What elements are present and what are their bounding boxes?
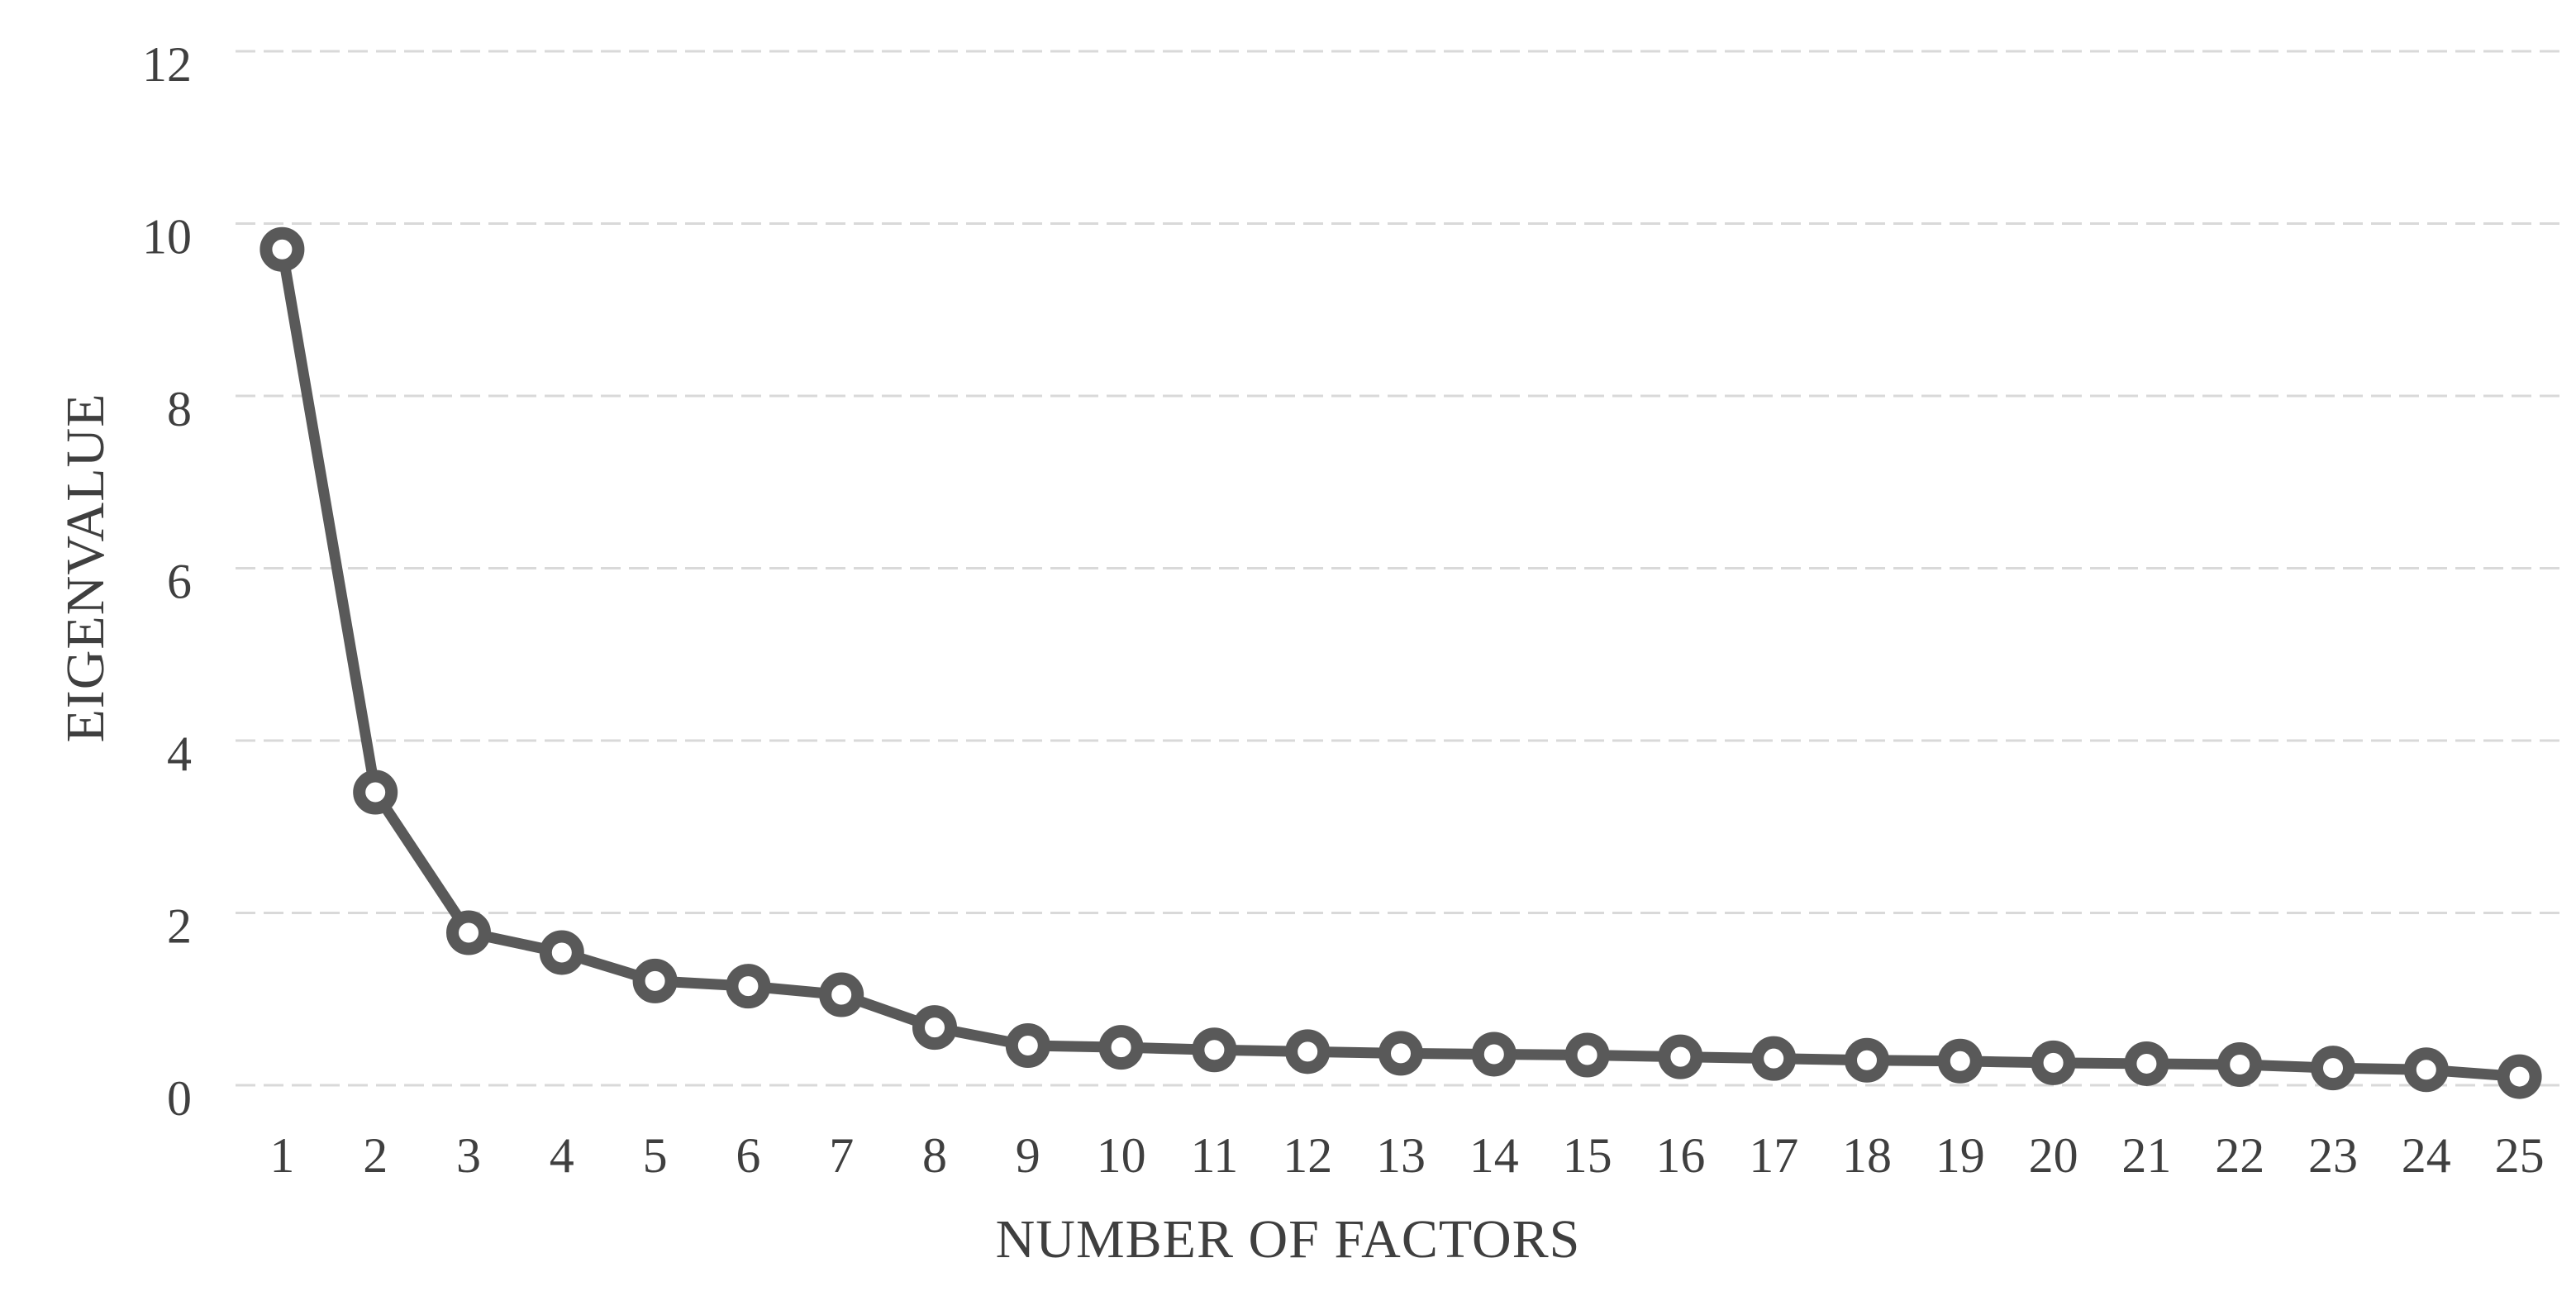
x-tick-label: 20 [2029,1128,2078,1183]
x-tick-label: 22 [2215,1128,2264,1183]
y-tick-label: 12 [142,37,192,92]
y-tick-label: 4 [167,727,192,781]
data-point-marker [1845,1037,1889,1083]
data-point-marker [1285,1029,1331,1074]
data-point-marker [1098,1025,1144,1070]
series-line [276,244,2526,1083]
x-tick-label: 11 [1191,1128,1239,1183]
x-tick-label: 15 [1563,1128,1612,1183]
x-tick-label: 3 [456,1128,481,1183]
y-tick-label: 6 [167,554,192,608]
x-tick-label: 19 [1936,1128,1985,1183]
x-tick-label: 18 [1842,1128,1892,1183]
data-point-marker [2031,1040,2076,1085]
x-tick-label: 21 [2121,1128,2171,1183]
x-axis-title: NUMBER OF FACTORS [995,1209,1581,1270]
data-point-marker [2403,1047,2449,1093]
x-tick-label: 17 [1749,1128,1798,1183]
y-tick-label: 10 [142,209,192,264]
data-point-marker [1658,1034,1703,1079]
x-tick-label: 13 [1376,1128,1426,1183]
x-tick-labels-group: 1 2 3 4 5 6 7 8 9 10 11 12 13 14 15 16 17 18 19 20 21 22 23 24 2… [269,1128,2544,1183]
data-point-marker [632,958,678,1003]
data-point-marker [353,770,398,815]
data-point-marker [1751,1036,1797,1081]
data-point-marker [446,910,491,955]
x-tick-label: 16 [1655,1128,1705,1183]
y-tick-label: 0 [167,1071,192,1126]
y-tick-label: 8 [167,382,192,436]
gridlines-group [236,50,2566,1087]
x-tick-label: 6 [736,1128,760,1183]
data-point-marker [2124,1041,2169,1086]
x-tick-label: 25 [2495,1128,2545,1183]
x-tick-label: 10 [1097,1128,1146,1183]
x-tick-label: 2 [363,1128,388,1183]
y-tick-label: 2 [167,898,192,953]
data-point-marker [1378,1031,1423,1076]
data-point-marker [1005,1023,1050,1069]
x-tick-label: 24 [2402,1128,2451,1183]
x-tick-label: 12 [1283,1128,1332,1183]
x-tick-label: 4 [550,1128,574,1183]
x-tick-label: 7 [829,1128,854,1183]
data-point-marker [1564,1032,1610,1078]
y-axis-title: EIGENVALUE [55,393,116,743]
x-tick-label: 1 [269,1128,294,1183]
data-point-marker [2217,1041,2263,1087]
data-point-marker [912,1005,957,1051]
data-point-marker [1471,1032,1517,1077]
data-point-marker [2311,1046,2355,1091]
data-point-marker [2497,1054,2542,1099]
x-tick-label: 9 [1016,1128,1040,1183]
data-point-marker [819,972,864,1017]
data-point-marker [726,964,771,1009]
series-group [260,226,2542,1099]
data-point-marker [1937,1038,1983,1084]
data-point-marker [1192,1027,1237,1073]
x-tick-label: 8 [922,1128,947,1183]
data-point-marker [539,930,584,975]
x-tick-label: 23 [2308,1128,2358,1183]
data-point-marker [260,226,305,272]
x-tick-label: 14 [1469,1128,1519,1183]
y-tick-labels-group: 0 2 4 6 8 10 12 [142,37,192,1126]
x-tick-label: 5 [643,1128,668,1183]
